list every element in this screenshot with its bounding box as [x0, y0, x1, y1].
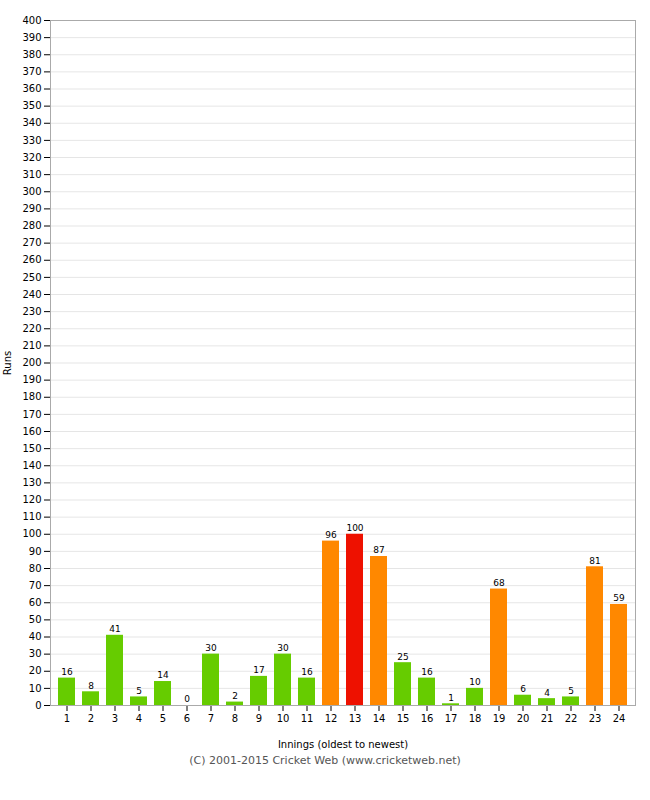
svg-text:320: 320: [22, 152, 41, 163]
svg-text:19: 19: [493, 713, 506, 724]
svg-text:70: 70: [29, 580, 42, 591]
svg-text:160: 160: [22, 426, 41, 437]
svg-text:30: 30: [205, 643, 217, 653]
svg-text:190: 190: [22, 374, 41, 385]
svg-text:16: 16: [421, 713, 434, 724]
svg-text:8: 8: [88, 681, 94, 691]
svg-text:2: 2: [232, 691, 238, 701]
svg-text:14: 14: [373, 713, 386, 724]
svg-text:80: 80: [29, 563, 42, 574]
svg-text:180: 180: [22, 391, 41, 402]
svg-text:41: 41: [109, 624, 120, 634]
svg-text:0: 0: [184, 694, 190, 704]
html-text:(C) 2001-2015 Cricket Web (www: (C) 2001-2015 Cricket Web (www.cricketwe…: [189, 754, 461, 767]
svg-text:24: 24: [613, 713, 626, 724]
svg-text:23: 23: [589, 713, 602, 724]
svg-text:220: 220: [22, 323, 41, 334]
svg-text:370: 370: [22, 66, 41, 77]
svg-text:170: 170: [22, 409, 41, 420]
svg-text:68: 68: [493, 578, 505, 588]
svg-text:Runs: Runs: [2, 351, 13, 375]
svg-text:18: 18: [469, 713, 482, 724]
svg-text:13: 13: [349, 713, 362, 724]
svg-text:250: 250: [22, 272, 41, 283]
svg-text:4: 4: [544, 688, 550, 698]
svg-text:4: 4: [136, 713, 142, 724]
svg-text:59: 59: [613, 593, 625, 603]
svg-text:90: 90: [29, 546, 42, 557]
svg-text:16: 16: [301, 667, 313, 677]
svg-text:300: 300: [22, 186, 41, 197]
svg-text:30: 30: [277, 643, 289, 653]
svg-text:20: 20: [29, 665, 42, 676]
svg-text:200: 200: [22, 357, 41, 368]
svg-text:260: 260: [22, 254, 41, 265]
svg-text:16: 16: [61, 667, 73, 677]
svg-text:1: 1: [64, 713, 70, 724]
svg-text:17: 17: [253, 665, 264, 675]
svg-text:130: 130: [22, 477, 41, 488]
svg-text:100: 100: [22, 528, 41, 539]
svg-text:390: 390: [22, 32, 41, 43]
svg-text:310: 310: [22, 169, 41, 180]
svg-text:380: 380: [22, 49, 41, 60]
svg-text:100: 100: [346, 523, 363, 533]
svg-text:60: 60: [29, 597, 42, 608]
svg-text:10: 10: [277, 713, 290, 724]
svg-text:330: 330: [22, 135, 41, 146]
svg-text:350: 350: [22, 100, 41, 111]
svg-text:120: 120: [22, 494, 41, 505]
svg-text:360: 360: [22, 83, 41, 94]
svg-text:21: 21: [541, 713, 554, 724]
svg-text:400: 400: [22, 15, 41, 26]
svg-text:14: 14: [157, 670, 169, 680]
svg-text:81: 81: [589, 556, 600, 566]
svg-text:2: 2: [88, 713, 94, 724]
svg-text:290: 290: [22, 203, 41, 214]
svg-text:5: 5: [568, 686, 574, 696]
svg-text:280: 280: [22, 220, 41, 231]
svg-text:7: 7: [208, 713, 214, 724]
svg-text:8: 8: [232, 713, 238, 724]
svg-text:210: 210: [22, 340, 41, 351]
svg-text:12: 12: [325, 713, 338, 724]
svg-text:Innings (oldest to newest): Innings (oldest to newest): [278, 739, 408, 750]
svg-text:6: 6: [520, 684, 526, 694]
svg-text:16: 16: [421, 667, 433, 677]
svg-text:25: 25: [397, 652, 408, 662]
svg-text:270: 270: [22, 237, 41, 248]
svg-text:9: 9: [256, 713, 262, 724]
svg-text:15: 15: [397, 713, 410, 724]
svg-text:5: 5: [160, 713, 166, 724]
svg-text:340: 340: [22, 117, 41, 128]
svg-text:50: 50: [29, 614, 42, 625]
svg-text:22: 22: [565, 713, 578, 724]
svg-text:30: 30: [29, 648, 42, 659]
svg-text:0: 0: [35, 700, 41, 711]
svg-text:5: 5: [136, 686, 142, 696]
svg-text:140: 140: [22, 460, 41, 471]
svg-text:10: 10: [469, 677, 481, 687]
svg-text:230: 230: [22, 306, 41, 317]
svg-text:110: 110: [22, 511, 41, 522]
svg-text:1: 1: [448, 693, 454, 703]
svg-text:11: 11: [301, 713, 314, 724]
svg-text:20: 20: [517, 713, 530, 724]
svg-text:96: 96: [325, 530, 337, 540]
svg-text:17: 17: [445, 713, 458, 724]
svg-text:40: 40: [29, 631, 42, 642]
svg-text:3: 3: [112, 713, 118, 724]
svg-text:240: 240: [22, 289, 41, 300]
svg-text:87: 87: [373, 545, 384, 555]
svg-text:150: 150: [22, 443, 41, 454]
svg-text:10: 10: [29, 683, 42, 694]
svg-text:6: 6: [184, 713, 190, 724]
